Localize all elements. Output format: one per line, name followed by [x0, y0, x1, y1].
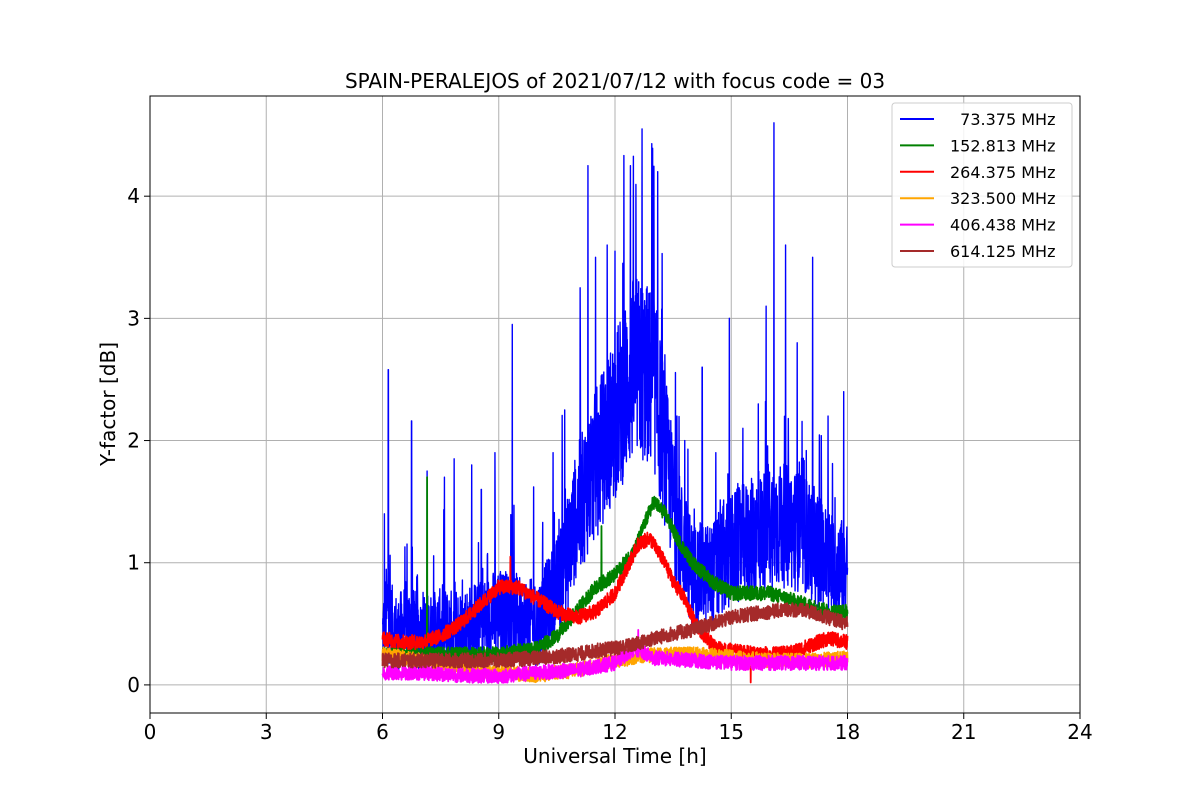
legend-entry-label: 614.125 MHz: [950, 242, 1055, 261]
x-tick-label: 12: [602, 720, 627, 744]
series-line-4: [381, 629, 849, 684]
y-tick-label: 0: [127, 673, 140, 697]
series-line-2: [381, 531, 849, 684]
legend-entry-label: 73.375 MHz: [950, 110, 1055, 129]
legend-entry-label: 323.500 MHz: [950, 189, 1055, 208]
legend-entry-label: 152.813 MHz: [950, 136, 1055, 155]
x-tick-label: 21: [951, 720, 976, 744]
x-tick-label: 6: [376, 720, 389, 744]
x-tick-label: 24: [1067, 720, 1092, 744]
x-tick-label: 3: [260, 720, 273, 744]
y-tick-label: 4: [127, 184, 140, 208]
x-tick-label: 18: [835, 720, 860, 744]
series-line-0: [381, 122, 849, 676]
y-tick-label: 3: [127, 306, 140, 330]
x-axis-label: Universal Time [h]: [523, 744, 706, 768]
x-tick-label: 9: [492, 720, 505, 744]
series-line-5: [381, 602, 849, 669]
legend: 73.375 MHz 152.813 MHz 264.375 MHz 323.500 …: [891, 102, 1073, 268]
legend-entry-label: 264.375 MHz: [950, 163, 1055, 182]
y-axis-label: Y-factor [dB]: [96, 342, 120, 467]
series-layer: [381, 122, 849, 684]
y-tick-label: 2: [127, 429, 140, 453]
x-tick-label: 15: [719, 720, 744, 744]
x-tick-label: 0: [144, 720, 157, 744]
legend-entry-label: 406.438 MHz: [950, 216, 1055, 235]
chart-title: SPAIN-PERALEJOS of 2021/07/12 with focus…: [345, 69, 885, 93]
legend-box: [891, 102, 1073, 268]
y-tick-label: 1: [127, 551, 140, 575]
